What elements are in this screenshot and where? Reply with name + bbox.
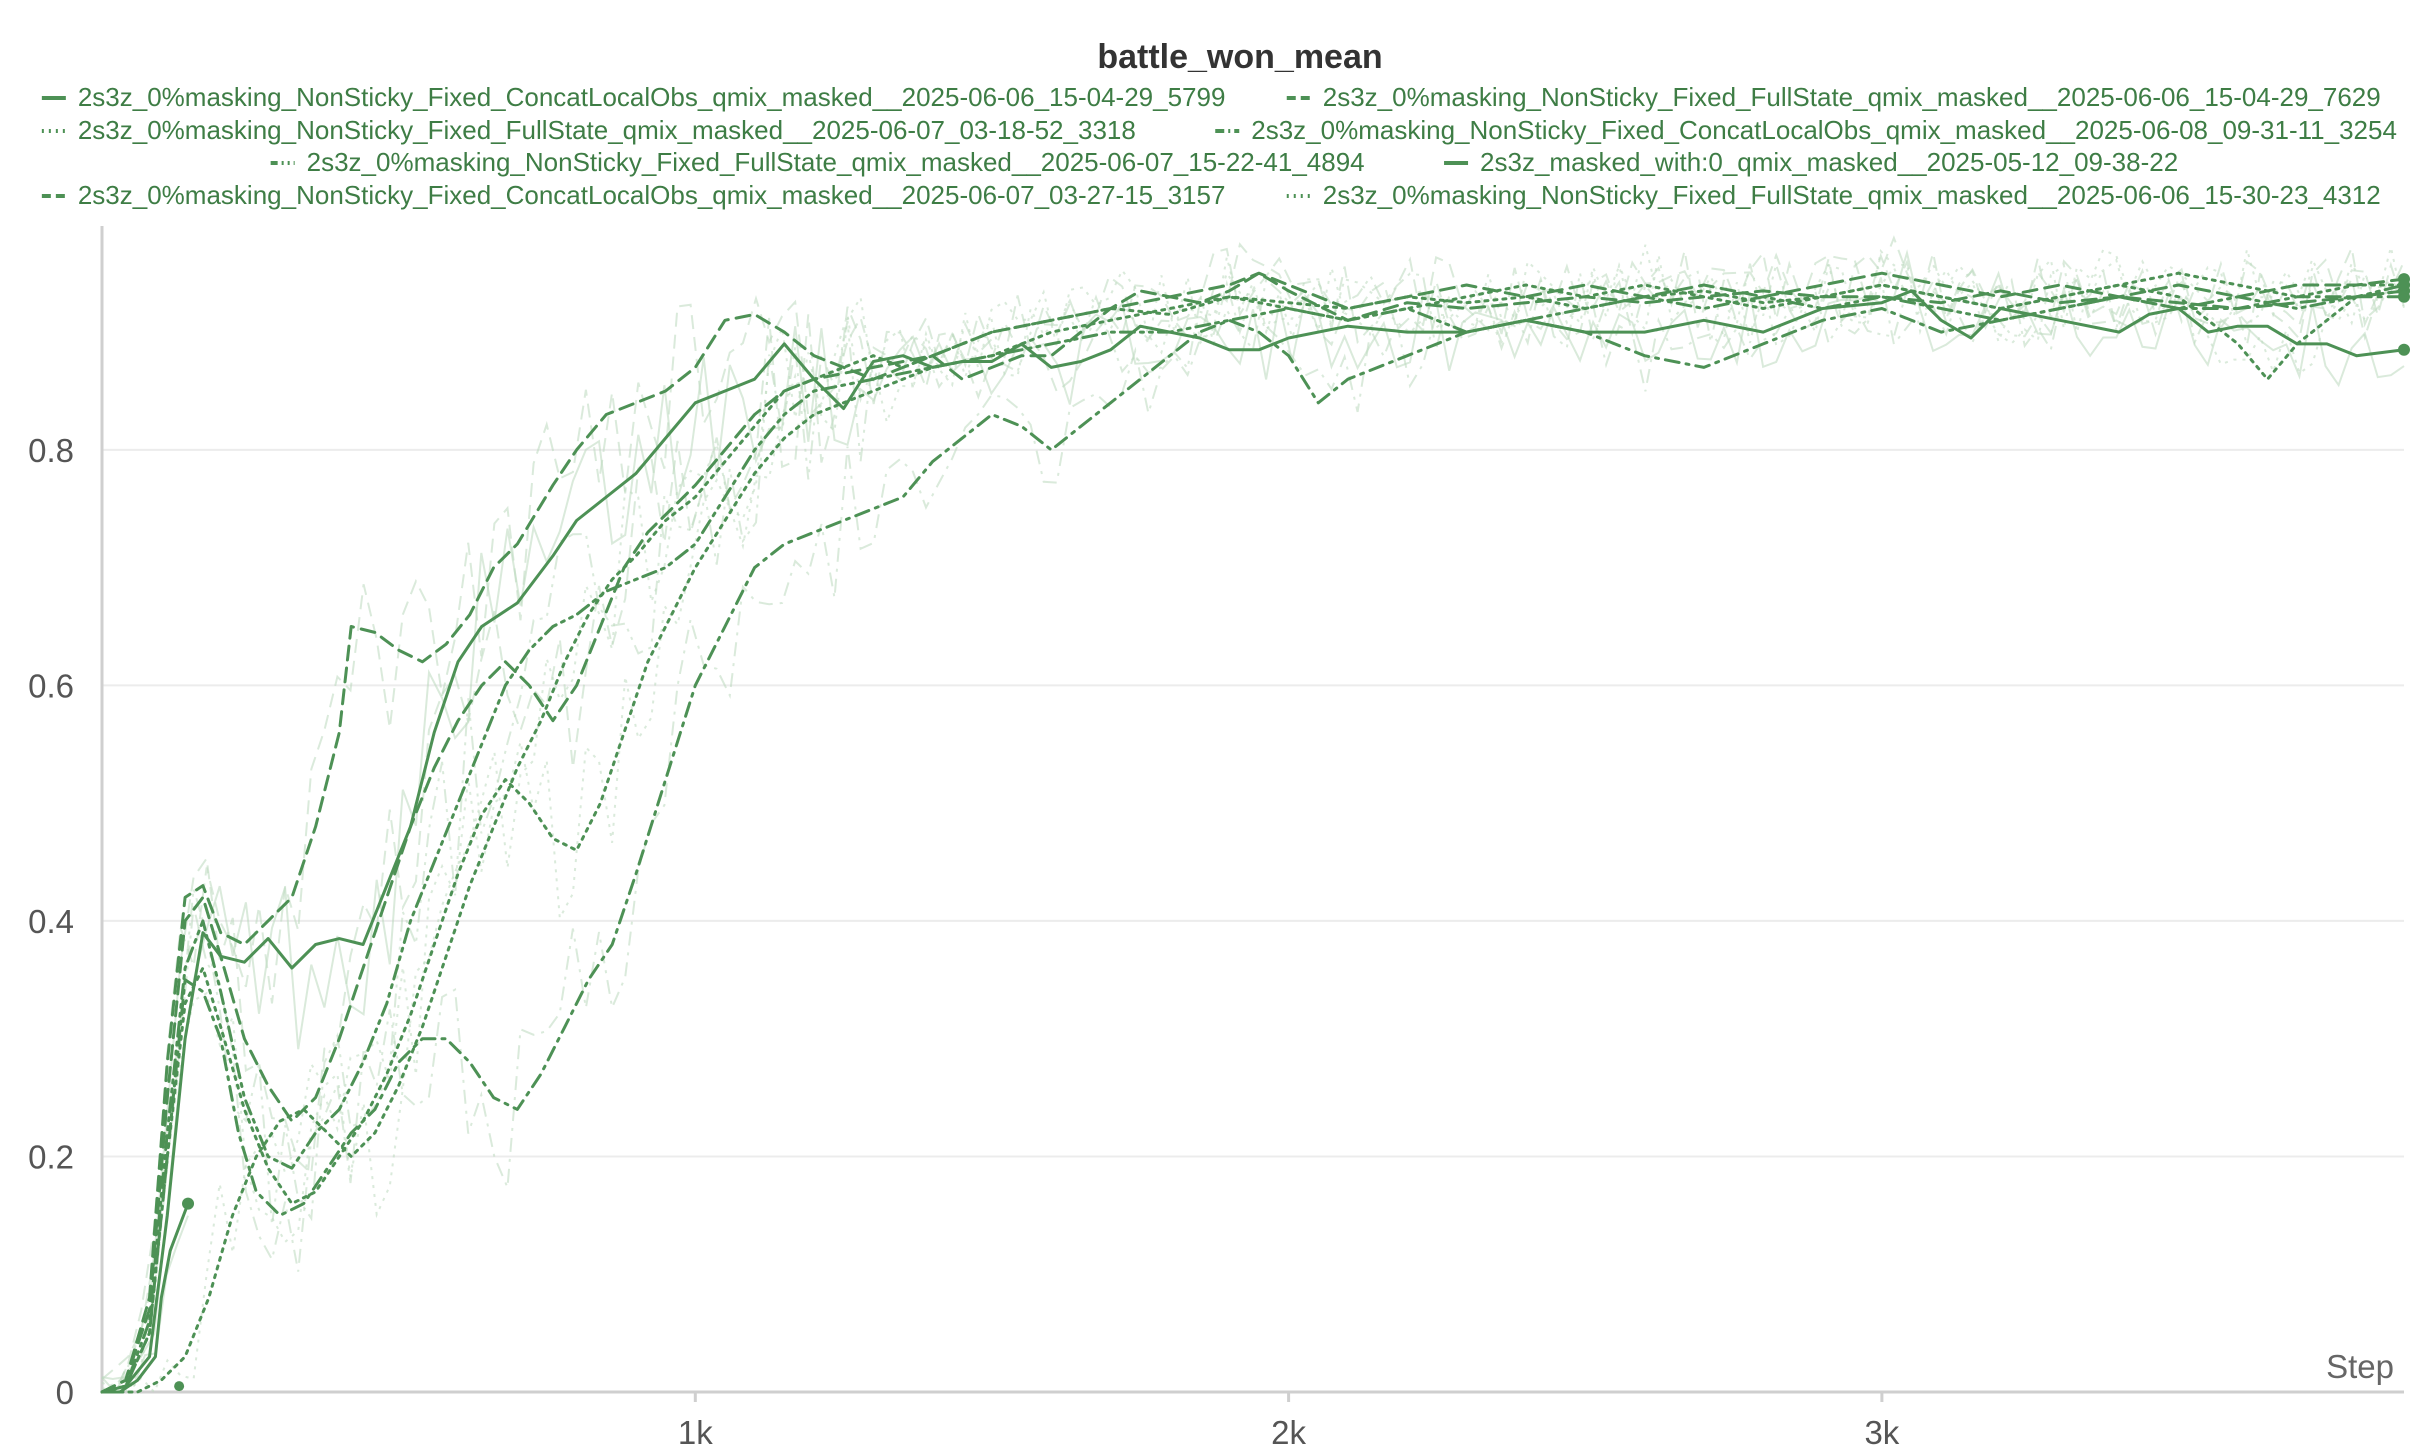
series-point-extra bbox=[174, 1381, 185, 1392]
series-line-6 bbox=[100, 1202, 190, 1394]
series-end-point-8 bbox=[2398, 278, 2410, 291]
series-line-7 bbox=[100, 271, 2406, 1394]
series-raw-trace-6 bbox=[101, 1215, 189, 1387]
legend-item-3[interactable]: 2s3z_0%masking_NonSticky_Fixed_FullState… bbox=[41, 115, 1136, 145]
legend-item-7[interactable]: 2s3z_0%masking_NonSticky_Fixed_ConcatLoc… bbox=[41, 180, 1226, 210]
y-tick-label: 0.8 bbox=[28, 432, 74, 469]
series-line-3 bbox=[100, 283, 2406, 1394]
series-raw-trace-3 bbox=[101, 254, 2405, 1394]
x-axis-title: Step bbox=[2326, 1348, 2394, 1385]
tick-labels: 0 0.2 0.4 0.6 0.8 1k 2k 3k bbox=[28, 432, 1900, 1451]
series-end-point-6 bbox=[182, 1197, 195, 1210]
legend-item-4[interactable]: 2s3z_0%masking_NonSticky_Fixed_ConcatLoc… bbox=[1215, 115, 2397, 145]
y-tick-label: 0.2 bbox=[28, 1138, 74, 1175]
series-raw-trace-8 bbox=[101, 244, 2405, 1394]
y-tick-label: 0.4 bbox=[28, 903, 74, 940]
legend-label: 2s3z_0%masking_NonSticky_Fixed_ConcatLoc… bbox=[1251, 115, 2397, 145]
series-line-8 bbox=[100, 271, 2406, 1394]
series-line-1 bbox=[100, 289, 2406, 1394]
series-line-4 bbox=[100, 295, 2406, 1394]
chart-title: battle_won_mean bbox=[1097, 38, 1382, 76]
series-line-5 bbox=[100, 283, 2406, 1394]
legend-label: 2s3z_0%masking_NonSticky_Fixed_FullState… bbox=[1323, 180, 2381, 210]
legend-label: 2s3z_0%masking_NonSticky_Fixed_FullState… bbox=[78, 115, 1136, 145]
legend-label: 2s3z_0%masking_NonSticky_Fixed_ConcatLoc… bbox=[78, 180, 1226, 210]
grid bbox=[102, 448, 2404, 1158]
series-end-point-1 bbox=[2398, 343, 2410, 356]
legend-label: 2s3z_0%masking_NonSticky_Fixed_FullState… bbox=[1323, 82, 2381, 112]
series-lines bbox=[100, 271, 2410, 1394]
legend-item-8[interactable]: 2s3z_0%masking_NonSticky_Fixed_FullState… bbox=[1286, 180, 2381, 210]
raw-noise-traces bbox=[101, 235, 2405, 1394]
legend: 2s3z_0%masking_NonSticky_Fixed_ConcatLoc… bbox=[41, 82, 2397, 210]
series-end-point-4 bbox=[2398, 290, 2410, 303]
series-line-2 bbox=[100, 271, 2406, 1394]
legend-label: 2s3z_0%masking_NonSticky_Fixed_ConcatLoc… bbox=[78, 82, 1226, 112]
x-tick-label: 3k bbox=[1864, 1414, 1899, 1451]
legend-label: 2s3z_masked_with:0_qmix_masked__2025-05-… bbox=[1480, 147, 2178, 177]
legend-item-2[interactable]: 2s3z_0%masking_NonSticky_Fixed_FullState… bbox=[1286, 82, 2381, 112]
series-raw-trace-4 bbox=[101, 272, 2405, 1394]
legend-item-5[interactable]: 2s3z_0%masking_NonSticky_Fixed_FullState… bbox=[270, 147, 1365, 177]
x-tick-label: 1k bbox=[678, 1414, 713, 1451]
series-raw-trace-7 bbox=[101, 235, 2405, 1380]
y-tick-label: 0.6 bbox=[28, 667, 74, 704]
y-tick-label: 0 bbox=[56, 1374, 74, 1411]
x-tick-label: 2k bbox=[1271, 1414, 1306, 1451]
legend-item-1[interactable]: 2s3z_0%masking_NonSticky_Fixed_ConcatLoc… bbox=[41, 82, 1226, 112]
legend-item-6[interactable]: 2s3z_masked_with:0_qmix_masked__2025-05-… bbox=[1444, 147, 2178, 177]
legend-label: 2s3z_0%masking_NonSticky_Fixed_FullState… bbox=[307, 147, 1365, 177]
series-raw-trace-2 bbox=[102, 242, 2405, 1393]
axes bbox=[100, 226, 2404, 1402]
series-raw-trace-1 bbox=[102, 249, 2405, 1393]
